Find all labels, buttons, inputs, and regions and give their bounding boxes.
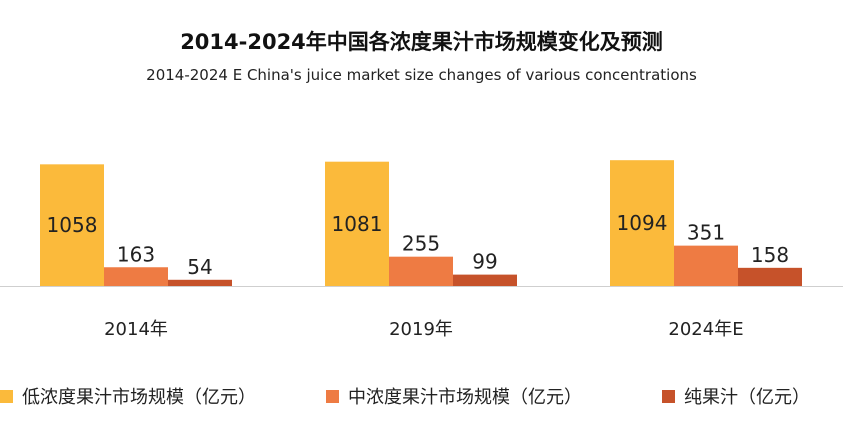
- bar-pure-1: [453, 274, 517, 286]
- data-label-low-0: 1058: [47, 213, 98, 237]
- x-tick-label-0: 2014年: [104, 319, 168, 340]
- legend-swatch-low: [0, 389, 13, 403]
- bar-mid-1: [389, 256, 453, 286]
- legend-swatch-mid: [326, 389, 339, 403]
- bar-low-2: [610, 160, 674, 286]
- data-label-low-1: 1081: [332, 212, 383, 236]
- legend-item-mid: 中浓度果汁市场规模（亿元）: [326, 383, 582, 409]
- data-label-pure-0: 54: [187, 255, 212, 279]
- data-label-low-2: 1094: [617, 211, 668, 235]
- chart-title: 2014-2024年中国各浓度果汁市场规模变化及预测: [180, 30, 663, 54]
- data-label-pure-2: 158: [751, 243, 789, 267]
- data-label-mid-0: 163: [117, 242, 155, 266]
- legend: 低浓度果汁市场规模（亿元） 中浓度果汁市场规模（亿元） 纯果汁（亿元）: [0, 383, 843, 413]
- bar-low-0: [40, 164, 104, 286]
- bar-pure-0: [168, 279, 232, 286]
- bar-mid-0: [104, 267, 168, 286]
- legend-swatch-pure: [662, 389, 675, 403]
- legend-label-pure: 纯果汁（亿元）: [684, 387, 810, 408]
- data-label-mid-2: 351: [687, 221, 725, 245]
- x-tick-label-2: 2024年E: [668, 319, 743, 340]
- bar-mid-2: [674, 245, 738, 286]
- data-label-mid-1: 255: [402, 232, 440, 256]
- legend-label-mid: 中浓度果汁市场规模（亿元）: [348, 387, 582, 408]
- chart-subtitle: 2014-2024 E China's juice market size ch…: [146, 66, 697, 84]
- legend-label-low: 低浓度果汁市场规模（亿元）: [22, 387, 256, 408]
- legend-item-low: 低浓度果汁市场规模（亿元）: [0, 383, 256, 409]
- bar-pure-2: [738, 267, 802, 286]
- bar-chart: 1058 163 54 2014年 1081 255 99 2019年 1094 351 158 20…: [0, 160, 843, 340]
- x-tick-label-1: 2019年: [389, 319, 453, 340]
- data-label-pure-1: 99: [472, 250, 497, 274]
- legend-item-pure: 纯果汁（亿元）: [662, 383, 810, 409]
- bar-low-1: [325, 161, 389, 286]
